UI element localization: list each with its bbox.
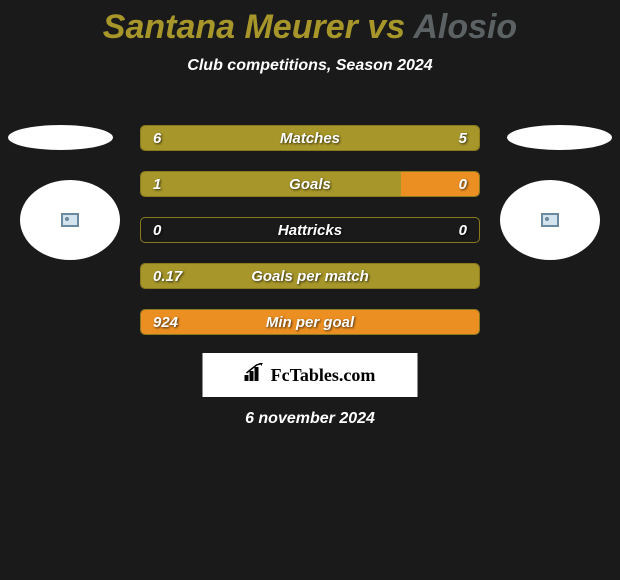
avatar-circle [500, 180, 600, 260]
stat-row: 0Hattricks0 [140, 217, 480, 243]
brand-text: FcTables.com [271, 365, 376, 386]
image-placeholder-icon [541, 213, 559, 227]
decor-ellipse-right [507, 125, 612, 150]
stat-label: Goals per match [141, 268, 479, 285]
stat-row: 924Min per goal [140, 309, 480, 335]
chart-icon [245, 363, 267, 387]
avatar-circle [20, 180, 120, 260]
decor-ellipse-left [8, 125, 113, 150]
stat-value-right: 5 [459, 130, 467, 147]
stat-row: 6Matches5 [140, 125, 480, 151]
player2-avatar [500, 180, 600, 260]
subtitle: Club competitions, Season 2024 [0, 57, 620, 75]
vs-text: vs [358, 8, 413, 46]
player2-name: Alosio [413, 8, 517, 46]
date-text: 6 november 2024 [0, 410, 620, 428]
stat-label: Min per goal [141, 314, 479, 331]
stat-value-right: 0 [459, 222, 467, 239]
page-title: Santana Meurer vs Alosio [0, 0, 620, 47]
brand-box: FcTables.com [203, 353, 418, 397]
stat-label: Goals [141, 176, 479, 193]
stats-panel: 6Matches51Goals00Hattricks00.17Goals per… [140, 125, 480, 355]
stat-label: Matches [141, 130, 479, 147]
image-placeholder-icon [61, 213, 79, 227]
stat-label: Hattricks [141, 222, 479, 239]
stat-row: 1Goals0 [140, 171, 480, 197]
stat-value-right: 0 [459, 176, 467, 193]
stat-row: 0.17Goals per match [140, 263, 480, 289]
player1-name: Santana Meurer [103, 8, 358, 46]
player1-avatar [20, 180, 120, 260]
